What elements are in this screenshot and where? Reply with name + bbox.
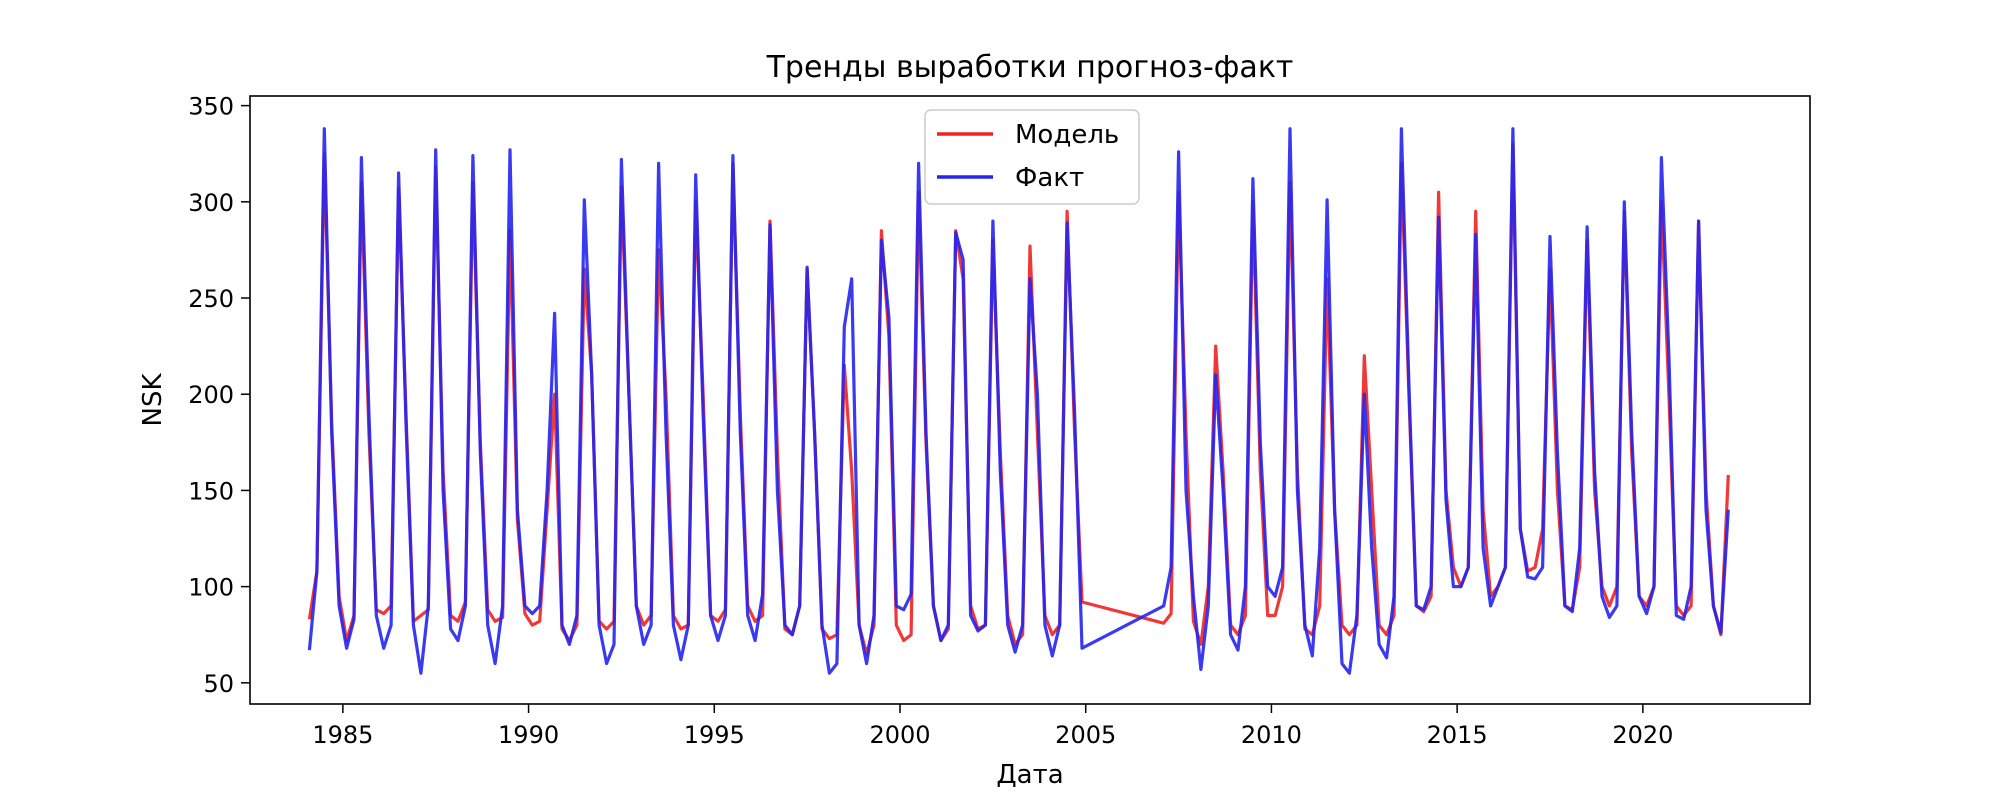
x-tick-label: 2015 <box>1427 721 1488 749</box>
y-tick-label: 200 <box>188 381 234 409</box>
y-tick-label: 100 <box>188 574 234 602</box>
legend-label-fact: Факт <box>1015 163 1084 193</box>
legend: Модель Факт <box>924 109 1140 205</box>
x-tick-label: 1995 <box>684 721 745 749</box>
x-tick-label: 2000 <box>869 721 930 749</box>
x-axis-title: Дата <box>996 760 1063 790</box>
y-axis-title: NSK <box>138 373 168 427</box>
plot-series-group <box>307 127 1730 675</box>
plot-frame <box>249 95 1811 705</box>
x-axis-ticks: 1985 1990 1995 2000 2005 2010 2015 2020 <box>312 704 1673 749</box>
y-tick-label: 150 <box>188 477 234 505</box>
y-tick-label: 250 <box>188 285 234 313</box>
x-tick-label: 2005 <box>1055 721 1116 749</box>
y-tick-label: 300 <box>188 189 234 217</box>
y-tick-label: 350 <box>188 93 234 121</box>
x-tick-label: 2020 <box>1612 721 1673 749</box>
x-tick-label: 1990 <box>498 721 559 749</box>
legend-label-model: Модель <box>1015 120 1119 150</box>
x-tick-label: 1985 <box>312 721 373 749</box>
chart-title: Тренды выработки прогноз-факт <box>766 50 1294 85</box>
series-line-fact <box>307 127 1730 675</box>
y-tick-label: 50 <box>203 670 234 698</box>
x-tick-label: 2010 <box>1241 721 1302 749</box>
y-axis-ticks: 50 100 150 200 250 300 350 <box>188 93 250 698</box>
